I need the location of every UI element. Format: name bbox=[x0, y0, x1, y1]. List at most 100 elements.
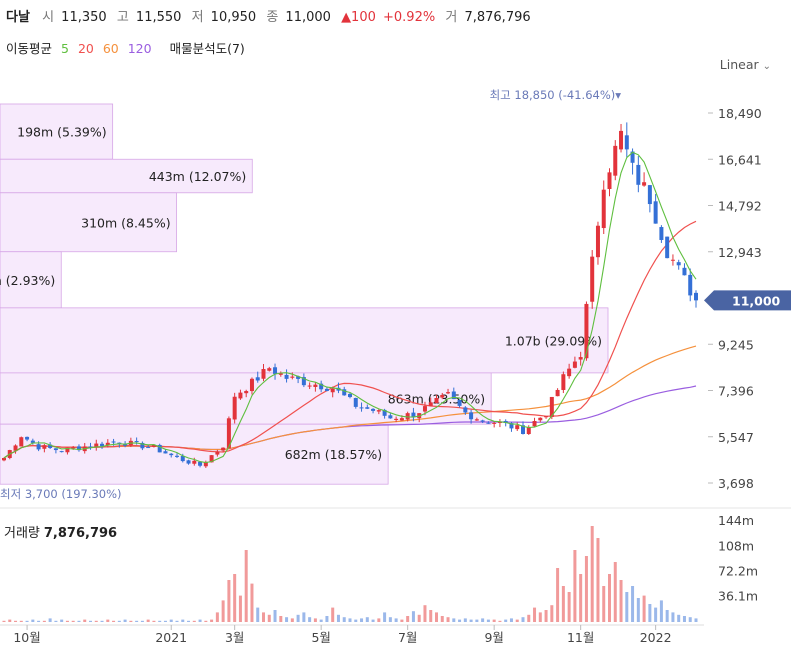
volume-bar bbox=[267, 614, 271, 622]
candle-body bbox=[267, 368, 272, 371]
volume-bar bbox=[25, 620, 29, 622]
volume-bar bbox=[435, 612, 438, 622]
candle-body bbox=[670, 259, 675, 261]
candle-body bbox=[480, 420, 485, 422]
candle-body bbox=[42, 445, 47, 449]
volume-bar bbox=[498, 620, 502, 622]
volume-bar bbox=[596, 538, 600, 622]
change-value: ▲100 bbox=[341, 10, 376, 25]
candle-body bbox=[169, 453, 174, 456]
candle-body bbox=[100, 443, 105, 447]
volume-profile-label: 310m (8.45%) bbox=[81, 215, 170, 230]
volume-bar bbox=[106, 619, 110, 622]
x-tick-label: 10월 bbox=[13, 630, 40, 645]
volume-bar bbox=[285, 617, 289, 622]
ma-20[interactable]: 20 bbox=[77, 41, 94, 56]
y-tick-label: 14,792 bbox=[718, 199, 762, 214]
volume-bar bbox=[94, 620, 98, 622]
volume-profile-band bbox=[0, 103, 114, 160]
candle-body bbox=[249, 378, 254, 392]
volume-profile-toggle[interactable]: 매물분석도(7) bbox=[169, 41, 245, 56]
candle-body bbox=[440, 394, 445, 398]
volume-bar bbox=[152, 620, 156, 622]
volume-bar bbox=[659, 600, 663, 622]
high-label: 고 bbox=[116, 10, 129, 25]
candle-body bbox=[140, 442, 145, 449]
price-header: 다날 시 11,350 고 11,550 저 10,950 종 11,000 ▲… bbox=[6, 6, 537, 25]
candle-body bbox=[290, 376, 295, 378]
volume-bar bbox=[354, 619, 358, 622]
volume-bar bbox=[158, 620, 162, 622]
volume-bar bbox=[688, 617, 692, 622]
volume-profile-label: 08m (2.93%) bbox=[0, 273, 55, 288]
volume-bar bbox=[682, 616, 686, 622]
volume-bar bbox=[77, 620, 81, 622]
scale-selector[interactable]: Linear ⌄ bbox=[720, 57, 771, 72]
ma-5-line bbox=[3, 151, 697, 464]
candle-body bbox=[497, 421, 502, 424]
ma-5[interactable]: 5 bbox=[61, 41, 69, 56]
candle-body bbox=[157, 444, 162, 453]
volume-bar bbox=[613, 562, 617, 622]
volume-bar bbox=[48, 618, 52, 622]
ma-120[interactable]: 120 bbox=[127, 41, 152, 56]
x-tick-label: 2022 bbox=[640, 630, 672, 645]
candle-body bbox=[226, 418, 231, 449]
candle-body bbox=[296, 376, 301, 379]
volume-bar bbox=[636, 598, 640, 622]
volume-profile-band bbox=[0, 251, 62, 309]
volume-bar bbox=[440, 616, 444, 622]
y-tick-label: 7,396 bbox=[718, 384, 754, 399]
candle-body bbox=[255, 377, 260, 381]
candle-body bbox=[619, 130, 624, 150]
volume-tick-label: 72.2m bbox=[718, 563, 758, 578]
candle-body bbox=[572, 361, 577, 368]
candle-body bbox=[630, 151, 635, 163]
candle-body bbox=[653, 201, 658, 224]
candle-body bbox=[451, 391, 456, 400]
candle-body bbox=[330, 388, 335, 393]
volume-bar bbox=[204, 620, 208, 622]
volume-bar bbox=[273, 610, 277, 622]
volume-bar bbox=[521, 617, 525, 622]
x-tick-label: 9월 bbox=[484, 630, 503, 645]
volume-bar bbox=[388, 617, 392, 622]
volume-bar bbox=[556, 568, 560, 622]
volume-bar bbox=[671, 612, 675, 622]
candle-body bbox=[134, 441, 139, 443]
volume-bar bbox=[146, 619, 150, 622]
volume-profile-band bbox=[0, 307, 609, 374]
volume-bar bbox=[677, 614, 681, 622]
volume-bar bbox=[642, 595, 646, 622]
candle-body bbox=[624, 135, 629, 150]
volume-bar bbox=[602, 586, 606, 622]
volume-bar bbox=[181, 619, 185, 622]
scale-label: Linear bbox=[719, 57, 759, 72]
candle-body bbox=[694, 292, 698, 301]
candle-body bbox=[111, 441, 116, 443]
candle-body bbox=[36, 444, 41, 450]
volume-bar bbox=[654, 607, 658, 622]
candle-body bbox=[186, 460, 191, 464]
candle-body bbox=[192, 460, 197, 464]
candle-body bbox=[457, 399, 462, 406]
x-tick-label: 3월 bbox=[225, 630, 244, 645]
candle-body bbox=[301, 377, 306, 386]
candle-body bbox=[682, 267, 687, 276]
volume-bar bbox=[123, 619, 127, 622]
candle-body bbox=[584, 303, 589, 359]
volume-profile-band bbox=[0, 192, 178, 253]
volume-tick-label: 108m bbox=[718, 538, 754, 553]
volume-bar bbox=[163, 620, 167, 622]
volume-panel-value: 7,876,796 bbox=[43, 526, 118, 541]
ma-60[interactable]: 60 bbox=[102, 41, 119, 56]
volume-bar bbox=[331, 607, 335, 622]
volume-bar bbox=[296, 614, 300, 622]
moving-average-legend[interactable]: 이동평균 5 20 60 120 매물분석도(7) bbox=[6, 38, 250, 57]
volume-bar bbox=[175, 620, 179, 622]
low-marker-label: 최저 3,700 (197.30%) bbox=[0, 487, 122, 501]
volume-bar bbox=[631, 586, 635, 622]
candle-body bbox=[399, 418, 404, 421]
volume-bar bbox=[65, 620, 69, 622]
